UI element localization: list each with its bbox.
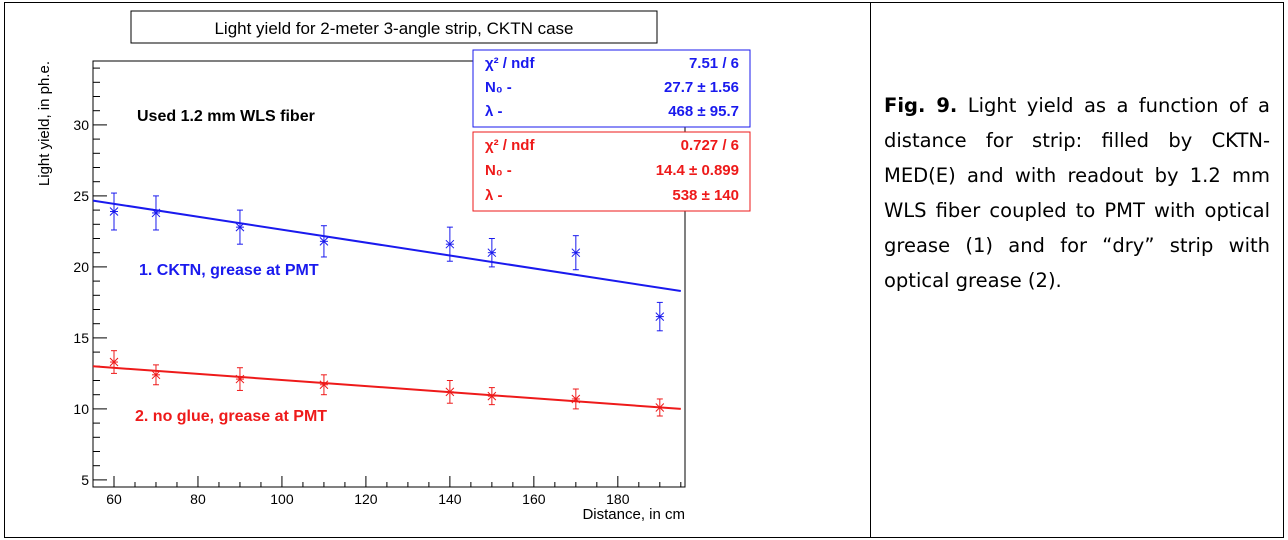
y-axis-label: Light yield, in ph.e. <box>36 61 53 186</box>
chart: Light yield for 2-meter 3-angle strip, C… <box>36 10 751 523</box>
series-1 <box>92 192 681 332</box>
marker-stroke <box>445 239 455 249</box>
stats-1-n0-value: 27.7 ± 1.56 <box>664 79 739 96</box>
stats-1-n0-label: N₀ - <box>485 79 512 96</box>
marker-stroke <box>109 207 119 216</box>
y-tick-label: 5 <box>81 472 89 488</box>
data-point <box>445 380 455 404</box>
marker-stroke <box>445 387 455 397</box>
marker-stroke <box>319 380 329 390</box>
stats-1-chi2-label: χ² / ndf <box>485 55 535 72</box>
stats-1-lambda-label: λ - <box>485 103 503 120</box>
chart-title-box <box>130 10 658 44</box>
stats-2-lambda-label: λ - <box>485 187 503 204</box>
stats-2-n0-label: N₀ - <box>485 162 512 179</box>
marker-stroke <box>655 312 665 321</box>
stats-2-n0-value: 14.4 ± 0.899 <box>656 162 739 179</box>
stats-2-lambda-value: 538 ± 140 <box>672 187 739 204</box>
marker-stroke <box>571 394 581 404</box>
x-tick-label: 100 <box>270 491 294 507</box>
data-point <box>151 195 161 231</box>
data-point <box>109 192 119 231</box>
fit-line <box>92 199 681 293</box>
data-point <box>487 387 497 406</box>
fit-line <box>92 365 681 410</box>
x-axis-label: Distance, in cm <box>582 506 685 523</box>
stats-1-lambda-value: 468 ± 95.7 <box>668 103 739 120</box>
data-point <box>109 350 119 374</box>
marker-stroke <box>151 370 161 380</box>
marker-stroke <box>487 248 497 258</box>
x-tick-label: 80 <box>190 491 206 507</box>
figure-divider <box>870 2 871 538</box>
figure-caption-text: Light yield as a function of a distance … <box>884 94 1270 292</box>
marker-stroke <box>319 236 329 246</box>
series-label-1: 1. CKTN, grease at PMT <box>139 262 319 279</box>
marker-stroke <box>151 208 161 218</box>
stats-1-chi2-value: 7.51 / 6 <box>689 55 739 72</box>
marker-stroke <box>235 222 245 232</box>
stats-2-chi2-label: χ² / ndf <box>485 137 535 154</box>
axes: 60 80 100 120 140 160 180 5 10 15 20 25 30 <box>73 67 682 507</box>
marker-stroke <box>109 357 119 367</box>
data-point <box>487 238 497 268</box>
y-tick-label: 25 <box>73 188 89 204</box>
data-point <box>655 301 665 332</box>
data-point <box>151 364 161 386</box>
data-point <box>571 235 581 271</box>
y-tick-label: 30 <box>73 117 89 133</box>
chart-title: Light yield for 2-meter 3-angle strip, C… <box>214 19 573 38</box>
x-tick-label: 180 <box>606 491 630 507</box>
data-point <box>571 388 581 410</box>
x-tick-label: 120 <box>354 491 378 507</box>
series-label-2: 2. no glue, grease at PMT <box>135 408 327 425</box>
plot-area <box>92 60 686 488</box>
marker-stroke <box>571 248 581 258</box>
data-point <box>319 225 329 258</box>
data-layer <box>92 192 681 417</box>
figure-frame <box>4 2 1284 538</box>
y-tick-label: 20 <box>73 259 89 275</box>
x-tick-label: 160 <box>522 491 546 507</box>
figure-caption: Fig. 9. Light yield as a function of a d… <box>884 88 1270 298</box>
y-tick-label: 10 <box>73 401 89 417</box>
annotation-fiber: Used 1.2 mm WLS fiber <box>137 108 315 125</box>
x-tick-label: 60 <box>106 491 122 507</box>
marker-stroke <box>487 391 497 401</box>
y-tick-label: 15 <box>73 330 89 346</box>
series-2 <box>92 350 681 417</box>
x-tick-label: 140 <box>438 491 462 507</box>
marker-stroke <box>235 374 245 384</box>
stats-box-1: χ² / ndf 7.51 / 6 N₀ - 27.7 ± 1.56 λ - 4… <box>472 49 751 128</box>
stats-2-chi2-value: 0.727 / 6 <box>681 137 739 154</box>
data-point <box>235 209 245 245</box>
data-point <box>445 226 455 262</box>
data-point <box>655 398 665 417</box>
data-point <box>319 374 329 396</box>
figure-caption-label: Fig. 9. <box>884 94 958 117</box>
data-point <box>235 367 245 391</box>
stats-box-2: χ² / ndf 0.727 / 6 N₀ - 14.4 ± 0.899 λ -… <box>472 131 751 212</box>
marker-stroke <box>655 403 665 412</box>
